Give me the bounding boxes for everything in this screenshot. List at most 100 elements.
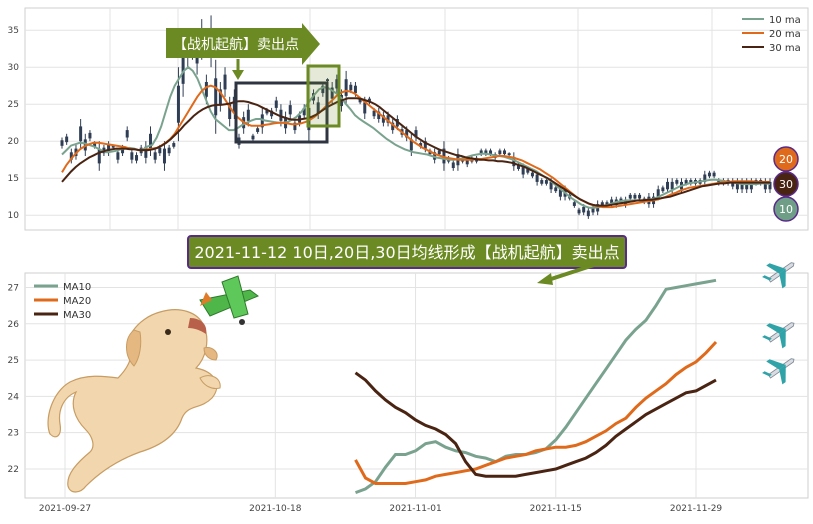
candle-body (363, 102, 367, 114)
candle-body (423, 141, 427, 149)
candle-body (130, 152, 134, 160)
candle-body (586, 210, 590, 217)
candle-body (316, 102, 320, 114)
top-panel (24, 7, 809, 231)
candle-body (93, 143, 97, 147)
candle-body (69, 152, 73, 160)
y-tick-label: 23 (8, 429, 19, 439)
candle-body (577, 209, 581, 214)
candle-body (712, 172, 716, 177)
candle-body (465, 158, 469, 165)
ma-line-ma30 (354, 371, 717, 478)
candle-body (372, 110, 376, 117)
top-banner: 【战机起航】卖出点 (166, 23, 320, 65)
candle-body (321, 85, 325, 94)
candle-body (591, 206, 595, 213)
candle-body (484, 150, 488, 155)
candle-body (153, 152, 157, 160)
candle-body (135, 155, 139, 161)
candle-body (391, 122, 395, 131)
legend-item-ma20: MA20 (63, 296, 91, 307)
y-tick-label: 15 (8, 174, 19, 184)
candle-body (451, 162, 455, 169)
dog-illustration (47, 309, 221, 493)
candle-body (144, 146, 148, 158)
candle-body (749, 181, 753, 190)
legend-item-10ma: 10 ma (769, 15, 801, 26)
candle-body (358, 98, 362, 103)
candle-body (228, 104, 232, 119)
candle-body (265, 109, 269, 114)
candle-body (735, 181, 739, 190)
highlight-box-green (306, 64, 341, 128)
candle-body (349, 84, 353, 91)
badge-10: 10 (773, 196, 799, 222)
candle-body (107, 144, 111, 153)
candle-body (116, 152, 120, 160)
candle-body (703, 174, 707, 182)
candle-body (167, 147, 171, 154)
candle-body (572, 202, 576, 206)
candle-body (293, 122, 297, 131)
candle-body (530, 172, 534, 177)
candle-body (745, 181, 749, 190)
candle-body (670, 181, 674, 190)
candle-body (503, 150, 506, 155)
candle-body (600, 202, 604, 206)
x-tick-label: 2021-11-29 (670, 504, 723, 514)
candle-body (656, 189, 660, 197)
candle-body (707, 172, 711, 177)
candle-body (353, 85, 357, 94)
candle-body (270, 110, 274, 117)
diagonal-arrow-icon (537, 263, 595, 285)
y-tick-label: 26 (8, 320, 20, 330)
airplane-icon-3 (762, 358, 795, 385)
y-tick-label: 35 (8, 26, 19, 36)
candle-body (251, 135, 255, 140)
candle-body (666, 181, 670, 190)
candle-body (330, 87, 334, 99)
candle-body (558, 189, 562, 197)
candle-body (763, 181, 767, 190)
candle-body (661, 187, 665, 192)
candle-body (214, 78, 218, 116)
candle-body (65, 136, 69, 143)
candle-body (405, 130, 409, 138)
x-tick-label: 2021-09-27 (39, 504, 91, 514)
legend-item-20ma: 20 ma (769, 29, 801, 40)
candle-body (367, 98, 371, 103)
bottom-legend: MA10 MA20 MA30 (34, 282, 91, 321)
y-tick-label: 10 (8, 211, 20, 221)
y-tick-label: 24 (8, 392, 20, 402)
candle-body (256, 128, 260, 132)
candle-body (675, 180, 679, 184)
candle-body (176, 85, 180, 123)
y-tick-label: 30 (8, 63, 20, 73)
y-tick-label: 25 (8, 100, 19, 110)
x-tick-label: 2021-10-18 (249, 504, 302, 514)
candle-body (223, 74, 227, 90)
candle-body (489, 150, 493, 155)
airplane-icon-1 (762, 262, 795, 289)
candle-body (512, 156, 516, 167)
candle-body (246, 109, 250, 121)
candle-body (386, 115, 390, 123)
green-plane-illustration (199, 275, 259, 325)
candle-body (544, 180, 548, 184)
down-arrow-icon (232, 59, 244, 80)
y-tick-label: 22 (8, 465, 19, 475)
candle-body (158, 147, 162, 154)
candle-body (507, 153, 511, 156)
candle-body (479, 150, 483, 155)
ma-line-ma20 (354, 340, 718, 485)
candle-body (684, 180, 688, 184)
candle-body (549, 181, 553, 190)
legend-item-ma30: MA30 (63, 310, 91, 321)
badge-30: 30 (773, 171, 799, 197)
candle-body (768, 181, 772, 190)
candle-body (326, 79, 329, 82)
candle-body (88, 132, 92, 139)
candle-body (279, 109, 283, 121)
candle-body (111, 145, 115, 148)
